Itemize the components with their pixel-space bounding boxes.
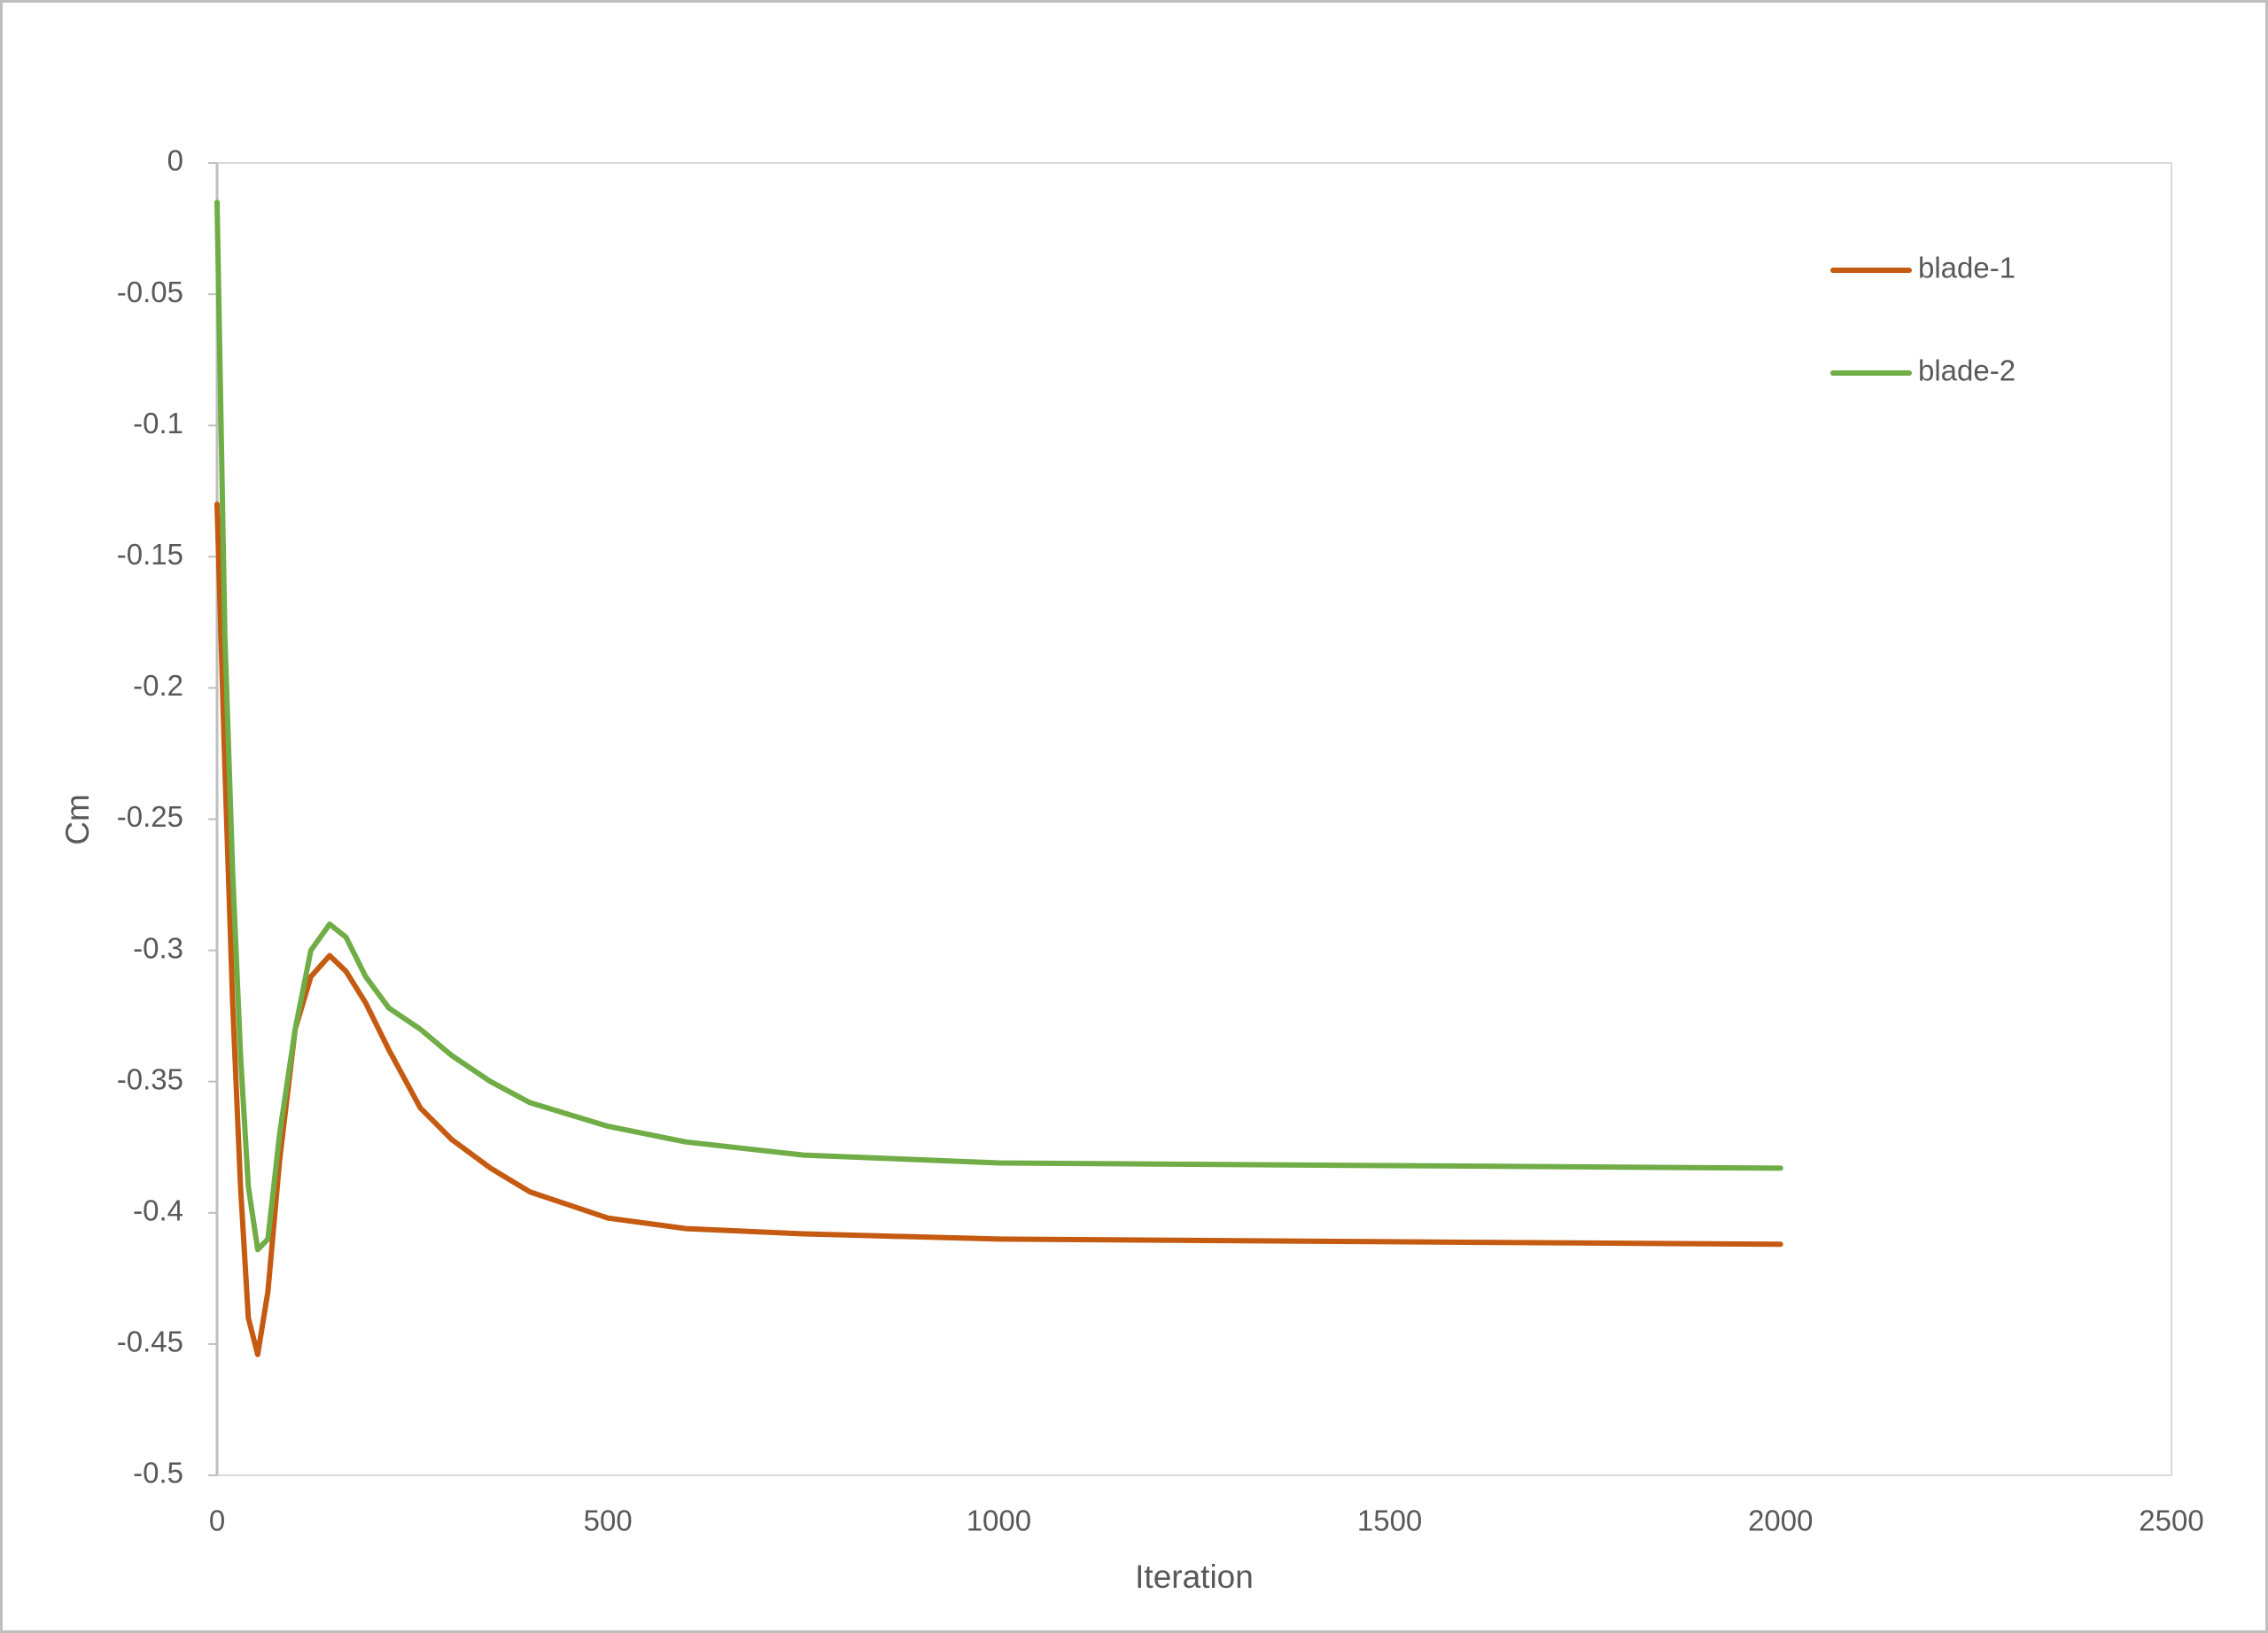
y-tick-label: -0.1 — [133, 407, 183, 439]
y-tick-label: -0.2 — [133, 669, 183, 702]
legend-label: blade-1 — [1918, 252, 2016, 284]
y-tick-label: -0.4 — [133, 1194, 183, 1227]
legend-label: blade-2 — [1918, 354, 2016, 387]
data-line — [214, 199, 1783, 1253]
y-tick-label: -0.35 — [117, 1062, 183, 1095]
x-tick-label: 0 — [209, 1505, 225, 1537]
x-tick-label: 2000 — [1748, 1505, 1813, 1537]
y-tick-label: -0.25 — [117, 800, 183, 833]
data-line — [214, 502, 1783, 1357]
x-tick-label: 2500 — [2139, 1505, 2203, 1537]
x-tick-label: 1000 — [967, 1505, 1031, 1537]
y-tick-label: -0.3 — [133, 931, 183, 964]
y-tick-label: 0 — [167, 144, 183, 177]
y-tick-label: -0.5 — [133, 1457, 183, 1489]
y-tick-label: -0.15 — [117, 538, 183, 571]
x-tick-label: 1500 — [1357, 1505, 1422, 1537]
y-tick-label: -0.05 — [117, 276, 183, 308]
x-tick-label: 500 — [584, 1505, 633, 1537]
y-tick-label: -0.45 — [117, 1326, 183, 1358]
y-axis-title: Cm — [59, 794, 96, 845]
x-axis-title: Iteration — [1135, 1559, 1254, 1595]
